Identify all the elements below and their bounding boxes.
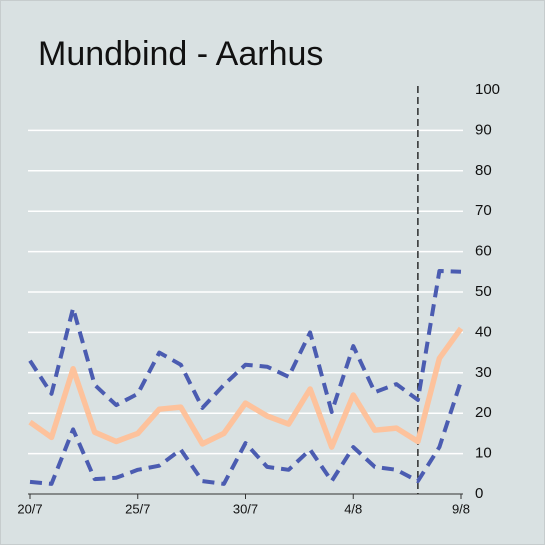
y-tick-label: 0	[475, 485, 483, 502]
line	[28, 326, 464, 450]
x-tick-label: 30/7	[233, 501, 258, 516]
y-tick-label: 80	[475, 162, 492, 179]
y-tick-label: 90	[475, 121, 492, 138]
y-tick-label: 100	[475, 81, 500, 98]
chart-title: Mundbind - Aarhus	[38, 35, 323, 73]
y-tick-label: 40	[475, 323, 492, 340]
y-tick-label: 60	[475, 243, 492, 260]
y-tick-label: 10	[475, 445, 492, 462]
x-tick-label: 9/8	[452, 501, 470, 516]
y-tick-label: 70	[475, 202, 492, 219]
y-tick-label: 20	[475, 404, 492, 421]
y-tick-label: 30	[475, 364, 492, 381]
x-tick-label: 20/7	[17, 501, 42, 516]
dashed-line	[28, 269, 462, 414]
x-tick-label: 25/7	[125, 501, 150, 516]
y-tick-label: 50	[475, 283, 492, 300]
dashed-line	[29, 380, 463, 486]
x-tick-label: 4/8	[344, 501, 362, 516]
